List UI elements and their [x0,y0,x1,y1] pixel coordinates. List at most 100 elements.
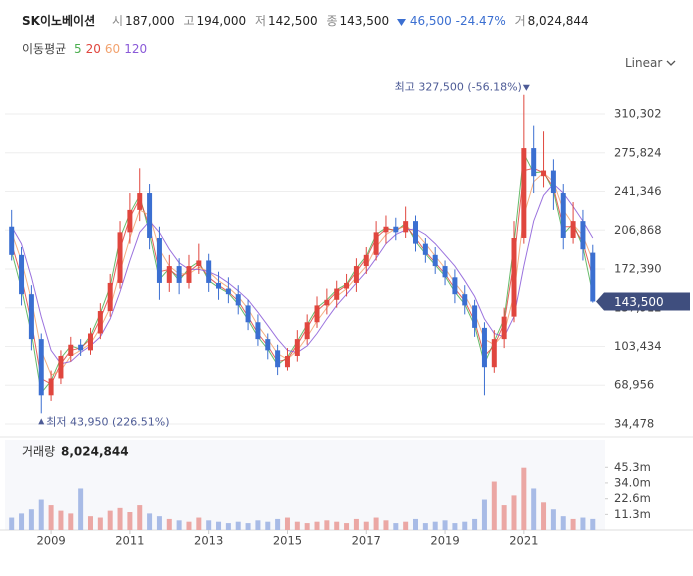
volume-bar [216,521,222,530]
candle-body [87,333,93,351]
volume-bar [255,520,261,530]
candle-body [166,266,172,283]
volume-bar [560,516,566,530]
candle-body [491,339,497,368]
volume-bar [265,521,271,530]
moving-average-line [11,183,594,365]
candle-body [304,322,310,340]
down-arrow [396,18,406,26]
quote-header: SK이노베이션 시 187,000 고 194,000 저 142,500 종 143,… [22,12,589,29]
candle-body [68,344,74,356]
volume-bar [403,521,409,530]
x-tick-label: 2019 [430,534,459,548]
volume-bar [383,520,389,530]
volume-bar [235,521,241,530]
volume-bar [196,517,202,530]
volume-bar [393,523,399,530]
quote-label: 고 [183,14,195,28]
candle-body [413,221,419,244]
volume-bar [147,513,153,530]
stock-name: SK이노베이션 [22,14,96,28]
candle-body [541,170,547,177]
candle-body [58,355,64,379]
volume-bar [137,505,143,530]
x-tick-label: 2017 [352,534,381,548]
volume-bar [156,516,162,530]
price-tag-label: 143,500 [614,295,664,309]
volume-bar [117,507,123,530]
volume-bar [28,509,34,530]
y-tick-label: 103,434 [614,339,662,353]
candle-body [452,277,458,295]
volume-tick-label: 45.3m [614,460,651,474]
volume-bar [491,481,497,530]
volume-bar [501,505,507,530]
moving-average-line [11,167,594,385]
volume-bar [68,513,74,530]
quote-value: 143,500 [339,14,390,28]
candle-body [570,221,576,238]
legend-entry: 60 [104,42,121,56]
candle-body [472,305,478,328]
candle-body [393,226,399,233]
chevron [666,60,676,66]
volume-bar [442,520,448,530]
moving-average-line [11,172,594,376]
candle-body [560,193,566,238]
scale-selector[interactable]: Linear [625,56,676,70]
quote-label: 종 [326,14,338,28]
candle-body [127,209,133,233]
low-annotation: 최저 43,950 (226.51%) [46,415,169,428]
candle-body [550,170,556,194]
candle-body [422,243,428,255]
y-tick-label: 137,912 [614,300,662,314]
quote-label: 저 [254,14,267,28]
candle-body [97,311,103,334]
candle-body [156,237,162,283]
quote-value: 194,000 [196,14,247,28]
volume-bar [78,488,84,530]
candle-body [48,378,54,396]
volume-bar [521,467,527,530]
volume-bar [87,516,93,530]
candle-body [334,288,340,300]
candle-body [324,299,330,306]
candle-body [19,254,25,295]
candle-body [225,288,231,295]
y-tick-label: 34,478 [614,416,654,430]
volume-bar [413,518,419,530]
candle-body [294,339,300,356]
candle-body [363,254,369,267]
volume-title: 거래량 [22,445,55,459]
volume-bar [206,520,212,530]
candle-body [432,254,438,267]
quote-value: 187,000 [125,14,175,28]
candle-body [117,232,123,283]
volume-bar [176,520,182,530]
quote-label: 시 [111,14,124,28]
volume-bar [324,520,330,530]
candle-body [28,294,34,340]
candle-body [176,266,182,283]
volume-tick-label: 22.6m [614,491,651,505]
candle-body [206,260,212,283]
candle-body [403,221,409,233]
legend-title: 이동평균 [22,42,67,56]
volume-bar [314,521,320,530]
volume-bar [186,521,192,530]
volume-bar [284,517,290,530]
legend-entry: 20 [85,42,101,56]
candle-body [245,305,251,323]
candle-body [186,266,192,283]
volume-bar [245,523,251,530]
y-tick-label: 275,824 [614,145,662,159]
legend: 이동평균 5 20 60 120 [22,40,147,57]
candle-body [78,344,84,351]
volume-bar [127,512,133,530]
candle-body [501,316,507,340]
high-annotation: 최고 327,500 (-56.18%) [395,81,522,94]
volume-bar [511,495,517,530]
high-marker [522,84,530,91]
candle-body [442,266,448,278]
